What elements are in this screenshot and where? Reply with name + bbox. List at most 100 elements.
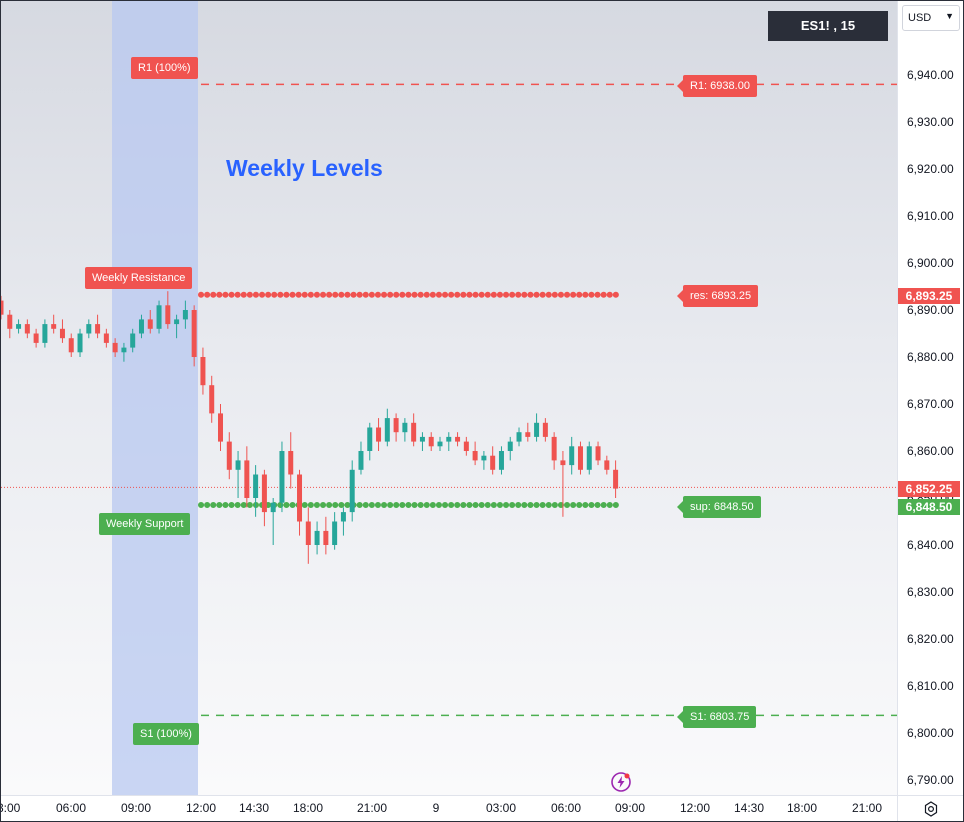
candle <box>446 432 452 451</box>
price-tick-label: 6,790.00 <box>907 773 954 787</box>
candle <box>165 291 171 329</box>
price-tick-label: 6,860.00 <box>907 444 954 458</box>
candle <box>261 469 267 527</box>
time-tick-label: 06:00 <box>55 801 87 815</box>
price-tick-label: 6,910.00 <box>907 209 954 223</box>
price-tick-label: 6,880.00 <box>907 350 954 364</box>
candle <box>130 328 136 353</box>
candle <box>384 408 390 447</box>
candle <box>1 295 4 320</box>
candle <box>428 432 434 451</box>
candle <box>182 300 188 329</box>
price-tick-label: 6,830.00 <box>907 585 954 599</box>
settings-gear-icon[interactable] <box>923 801 939 817</box>
price-tick-label: 6,870.00 <box>907 397 954 411</box>
symbol-label[interactable]: ES1! , 15 <box>768 11 888 41</box>
price-axis[interactable] <box>897 1 963 795</box>
candle <box>455 432 461 447</box>
resistance-axis-badge: 6,893.25 <box>898 288 960 304</box>
candle <box>7 310 13 339</box>
price-tick-label: 6,900.00 <box>907 256 954 270</box>
currency-select[interactable]: USD ▼ <box>902 5 960 31</box>
price-tick-label: 6,920.00 <box>907 162 954 176</box>
candle <box>516 427 522 447</box>
time-tick-label: :3:00 <box>1 801 21 815</box>
time-tick-label: 14:30 <box>238 801 270 815</box>
resistance-value-tag: res: 6893.25 <box>676 285 759 307</box>
candle <box>112 338 118 357</box>
candle <box>367 422 373 461</box>
candle <box>393 413 399 442</box>
chevron-down-icon: ▼ <box>945 11 954 21</box>
candle <box>86 319 92 339</box>
axis-corner <box>897 795 963 821</box>
time-tick-label: 09:00 <box>614 801 646 815</box>
candle <box>481 451 487 470</box>
price-tick-label: 6,810.00 <box>907 679 954 693</box>
time-tick-label: 12:00 <box>679 801 711 815</box>
last-price-axis-badge: 6,852.25 <box>898 481 960 497</box>
r1-value-tag: R1: 6938.00 <box>677 75 757 97</box>
candle <box>77 328 83 357</box>
support-axis-badge: 6,848.50 <box>898 499 960 515</box>
candle <box>560 451 566 517</box>
price-tick-label: 6,820.00 <box>907 632 954 646</box>
candle <box>411 413 417 447</box>
s1-tag: S1 (100%) <box>133 723 199 745</box>
candle <box>437 436 443 451</box>
candle <box>332 512 338 550</box>
candle <box>200 347 206 395</box>
weekly-support-tag: Weekly Support <box>99 513 191 535</box>
candle <box>542 418 548 442</box>
candle <box>340 507 346 536</box>
price-tick-label: 6,840.00 <box>907 538 954 552</box>
candle <box>42 319 48 348</box>
candle <box>218 404 223 451</box>
session-highlight-band <box>112 1 198 795</box>
currency-value: USD <box>908 12 932 24</box>
candle <box>569 436 575 475</box>
candle <box>419 432 425 451</box>
candle <box>577 441 583 475</box>
price-tick-label: 6,930.00 <box>907 115 954 129</box>
candle <box>463 436 469 456</box>
candle <box>209 375 215 423</box>
candle <box>191 305 197 367</box>
time-tick-label: 18:00 <box>292 801 324 815</box>
candle <box>51 314 57 334</box>
candle <box>525 422 531 442</box>
candle <box>297 469 303 536</box>
candle <box>33 328 39 348</box>
candle <box>604 455 610 475</box>
time-tick-label: 06:00 <box>550 801 582 815</box>
candle <box>121 342 127 362</box>
time-tick-label: 03:00 <box>485 801 517 815</box>
time-axis[interactable] <box>1 795 897 821</box>
price-tick-label: 6,800.00 <box>907 726 954 740</box>
candle <box>226 432 232 480</box>
candle <box>174 314 180 339</box>
candle <box>244 446 250 508</box>
price-tick-label: 6,890.00 <box>907 303 954 317</box>
time-tick-label: 21:00 <box>851 801 883 815</box>
chart-canvas[interactable] <box>1 1 897 795</box>
candle <box>323 516 329 555</box>
weekly-levels-title: Weekly Levels <box>226 155 383 181</box>
candle <box>490 446 496 475</box>
candle <box>314 521 320 555</box>
r1-tag: R1 (100%) <box>131 57 198 79</box>
candle <box>103 328 109 348</box>
time-tick-label: 14:30 <box>733 801 765 815</box>
candle <box>253 465 259 517</box>
flash-icon[interactable] <box>610 771 632 793</box>
candle <box>270 498 276 545</box>
weekly-resistance-tag: Weekly Resistance <box>85 267 193 289</box>
candle <box>59 319 65 343</box>
price-tick-label: 6,940.00 <box>907 68 954 82</box>
time-tick-label: 21:00 <box>356 801 388 815</box>
candle <box>498 446 504 475</box>
candle <box>279 441 285 513</box>
candle <box>376 418 382 451</box>
candle <box>349 460 355 522</box>
